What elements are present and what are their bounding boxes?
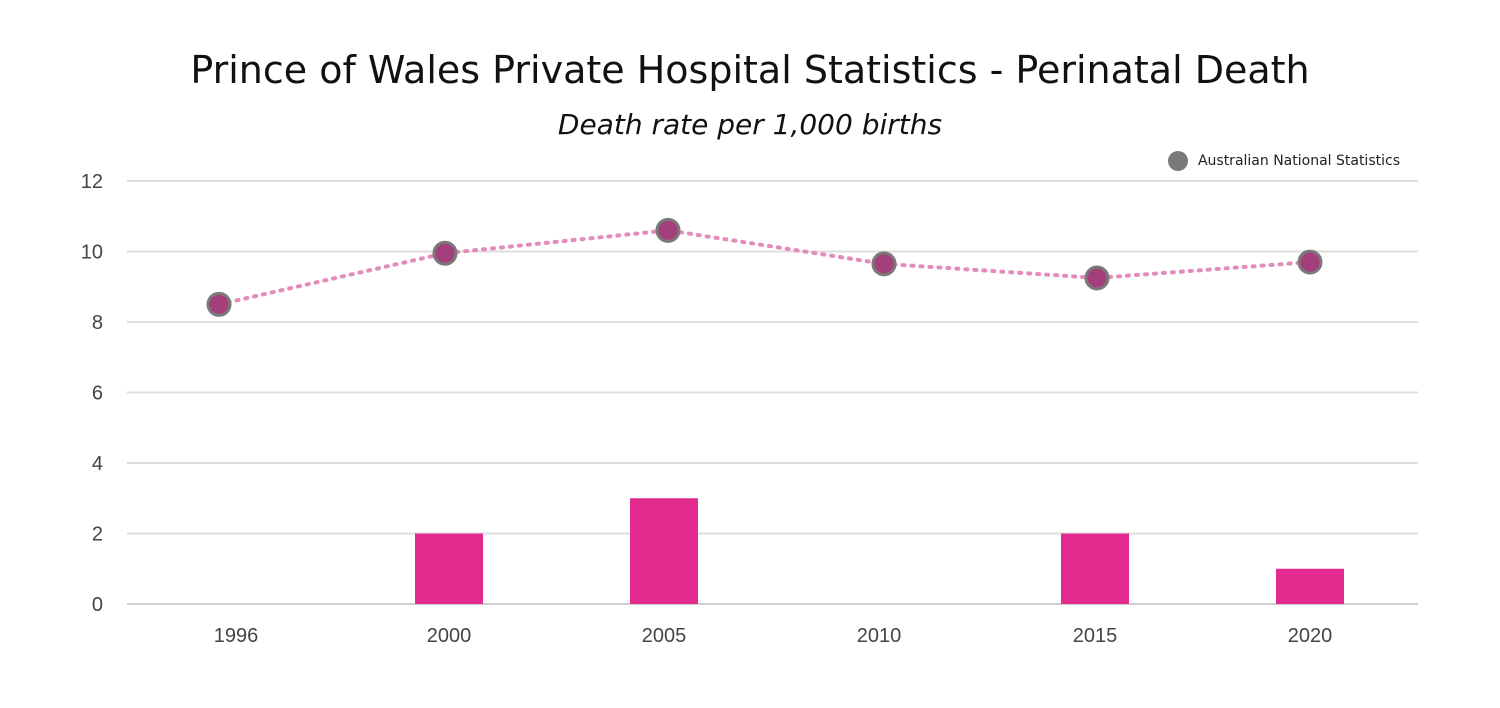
line-marker-2015: [1084, 265, 1110, 291]
y-tick-label-12: 12: [81, 171, 103, 193]
y-tick-label-2: 2: [92, 524, 103, 546]
x-tick-label-2020: 2020: [1288, 625, 1333, 647]
legend-marker-icon: [1167, 151, 1188, 171]
chart-title: Prince of Wales Private Hospital Statist…: [190, 48, 1310, 92]
line-marker-1996: [206, 291, 232, 317]
x-axis-tick-labels: 1996 2000 2005 2010 2015 2020: [214, 625, 1333, 647]
x-tick-label-2000: 2000: [427, 625, 472, 647]
x-tick-label-2005: 2005: [642, 625, 687, 647]
y-tick-label-0: 0: [92, 594, 103, 616]
y-tick-label-4: 4: [92, 453, 103, 475]
x-tick-label-2010: 2010: [857, 625, 902, 647]
grid-lines: [127, 180, 1418, 605]
bar-series: [415, 498, 1344, 604]
national-statistics-line: [217, 228, 1312, 307]
chart-subtitle: Death rate per 1,000 births: [557, 108, 943, 141]
legend-label: Australian National Statistics: [1197, 153, 1400, 169]
x-tick-label-2015: 2015: [1073, 625, 1118, 647]
line-marker-2005: [655, 217, 681, 243]
y-tick-label-6: 6: [92, 383, 103, 405]
bar-2000: [415, 533, 483, 604]
x-tick-label-1996: 1996: [214, 625, 259, 647]
y-tick-label-8: 8: [92, 312, 103, 334]
y-axis-tick-labels: 0 2 4 6 8 10 12: [81, 171, 103, 616]
bar-2015: [1061, 533, 1129, 604]
line-marker-2000: [432, 240, 458, 266]
bar-2005: [630, 498, 698, 604]
chart-legend: Australian National Statistics: [1167, 151, 1400, 171]
bar-2020: [1276, 568, 1344, 604]
line-marker-2010: [871, 251, 897, 277]
national-statistics-line-series: [206, 217, 1323, 317]
y-tick-label-10: 10: [81, 242, 103, 264]
line-marker-2020: [1297, 249, 1323, 275]
